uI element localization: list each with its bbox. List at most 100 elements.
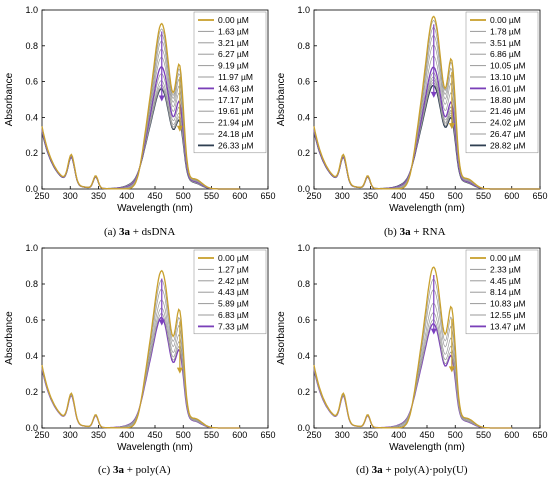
x-axis-label: Wavelength (nm) bbox=[389, 203, 465, 214]
x-tick-label: 500 bbox=[448, 430, 463, 440]
y-tick-label: 0.8 bbox=[25, 41, 38, 51]
x-tick-label: 500 bbox=[448, 191, 463, 201]
x-tick-label: 400 bbox=[391, 191, 406, 201]
legend-label: 9.19 µM bbox=[218, 61, 249, 71]
y-tick-label: 0.8 bbox=[297, 279, 310, 289]
x-tick-label: 600 bbox=[504, 430, 519, 440]
x-tick-label: 350 bbox=[91, 430, 106, 440]
legend-label: 8.14 µM bbox=[490, 287, 521, 297]
legend-box bbox=[193, 11, 267, 154]
series-line bbox=[41, 22, 240, 190]
legend-label: 0.00 µM bbox=[218, 15, 249, 25]
legend-label: 6.86 µM bbox=[490, 49, 521, 59]
legend-label: 10.05 µM bbox=[490, 61, 526, 71]
caption-a: (a) 3a + dsDNA bbox=[104, 226, 176, 238]
x-tick-label: 450 bbox=[147, 430, 162, 440]
arrowhead-main-peak bbox=[430, 328, 437, 335]
x-tick-label: 600 bbox=[232, 191, 247, 201]
caption-d: (d) 3a + poly(A)·poly(U) bbox=[356, 464, 468, 476]
arrowhead-main-peak bbox=[158, 95, 165, 102]
y-tick-label: 1.0 bbox=[25, 5, 38, 15]
y-tick-label: 1.0 bbox=[297, 243, 310, 253]
x-tick-label: 650 bbox=[260, 430, 275, 440]
y-tick-label: 0.4 bbox=[297, 351, 310, 361]
legend-label: 10.83 µM bbox=[490, 299, 526, 309]
legend-label: 13.10 µM bbox=[490, 72, 526, 82]
legend-label: 1.78 µM bbox=[490, 26, 521, 36]
legend-label: 18.80 µM bbox=[490, 95, 526, 105]
arrowhead-shoulder bbox=[176, 367, 183, 374]
x-tick-label: 450 bbox=[419, 191, 434, 201]
x-tick-label: 650 bbox=[260, 191, 275, 201]
x-tick-label: 500 bbox=[176, 191, 191, 201]
x-tick-label: 500 bbox=[176, 430, 191, 440]
arrowhead-main-peak bbox=[158, 319, 165, 326]
y-axis-label: Absorbance bbox=[4, 72, 15, 126]
series-line bbox=[41, 316, 240, 429]
caption-b: (b) 3a + RNA bbox=[384, 226, 446, 238]
y-tick-label: 0.0 bbox=[25, 423, 38, 433]
legend-label: 7.33 µM bbox=[218, 321, 249, 331]
y-tick-label: 0.8 bbox=[297, 41, 310, 51]
legend-label: 1.27 µM bbox=[218, 264, 249, 274]
legend-label: 24.02 µM bbox=[490, 118, 526, 128]
arrowhead-shoulder bbox=[448, 366, 455, 373]
y-tick-label: 0.4 bbox=[25, 351, 38, 361]
y-tick-label: 1.0 bbox=[25, 243, 38, 253]
legend-label: 4.43 µM bbox=[218, 287, 249, 297]
x-tick-label: 400 bbox=[119, 191, 134, 201]
y-axis-label: Absorbance bbox=[4, 311, 15, 365]
legend-label: 6.27 µM bbox=[218, 49, 249, 59]
y-tick-label: 0.0 bbox=[297, 184, 310, 194]
x-tick-label: 250 bbox=[34, 430, 49, 440]
legend-label: 2.33 µM bbox=[490, 264, 521, 274]
x-axis-label: Wavelength (nm) bbox=[117, 442, 193, 453]
y-tick-label: 0.0 bbox=[25, 184, 38, 194]
x-tick-label: 250 bbox=[34, 191, 49, 201]
x-tick-label: 350 bbox=[363, 191, 378, 201]
legend-label: 0.00 µM bbox=[218, 253, 249, 263]
legend-label: 0.00 µM bbox=[490, 15, 521, 25]
legend-label: 1.63 µM bbox=[218, 26, 249, 36]
y-tick-label: 0.2 bbox=[25, 387, 38, 397]
chart-panel-a: 250 300 350 400 450 500 550 600 650 0.0 0.2 0.4 0.6 0… bbox=[4, 5, 276, 214]
y-tick-label: 0.0 bbox=[297, 423, 310, 433]
legend-label: 0.00 µM bbox=[490, 253, 521, 263]
legend-label: 3.51 µM bbox=[490, 38, 521, 48]
y-tick-label: 0.8 bbox=[25, 279, 38, 289]
chart-panel-b: 250 300 350 400 450 500 550 600 650 0.0 0.2 0.4 0.6 0… bbox=[276, 5, 548, 214]
legend-label: 26.47 µM bbox=[490, 129, 526, 139]
legend-box bbox=[465, 11, 539, 154]
x-tick-label: 250 bbox=[306, 430, 321, 440]
x-tick-label: 300 bbox=[335, 191, 350, 201]
y-tick-label: 0.2 bbox=[297, 387, 310, 397]
legend-label: 17.17 µM bbox=[218, 95, 254, 105]
legend-label: 21.94 µM bbox=[218, 118, 254, 128]
x-tick-label: 550 bbox=[204, 191, 219, 201]
legend-label: 6.83 µM bbox=[218, 310, 249, 320]
legend-label: 5.89 µM bbox=[218, 299, 249, 309]
series-line bbox=[41, 269, 240, 429]
y-tick-label: 0.2 bbox=[25, 148, 38, 158]
x-axis-label: Wavelength (nm) bbox=[389, 442, 465, 453]
legend-label: 26.33 µM bbox=[218, 140, 254, 150]
legend-label: 24.18 µM bbox=[218, 129, 254, 139]
x-tick-label: 300 bbox=[335, 430, 350, 440]
chart-panel-d: 250 300 350 400 450 500 550 600 650 0.0 0.2 0.4 0.6 0… bbox=[276, 243, 548, 453]
x-tick-label: 450 bbox=[419, 430, 434, 440]
legend-label: 4.45 µM bbox=[490, 276, 521, 286]
x-tick-label: 450 bbox=[147, 191, 162, 201]
arrowhead-shoulder bbox=[448, 123, 455, 130]
x-tick-label: 300 bbox=[63, 191, 78, 201]
arrowhead-shoulder bbox=[176, 125, 183, 132]
y-tick-label: 0.4 bbox=[297, 112, 310, 122]
y-axis-label: Absorbance bbox=[276, 311, 287, 365]
x-tick-label: 350 bbox=[363, 430, 378, 440]
legend-label: 12.55 µM bbox=[490, 310, 526, 320]
y-tick-label: 1.0 bbox=[297, 5, 310, 15]
legend-label: 2.42 µM bbox=[218, 276, 249, 286]
x-tick-label: 650 bbox=[532, 191, 547, 201]
x-tick-label: 250 bbox=[306, 191, 321, 201]
x-tick-label: 650 bbox=[532, 430, 547, 440]
